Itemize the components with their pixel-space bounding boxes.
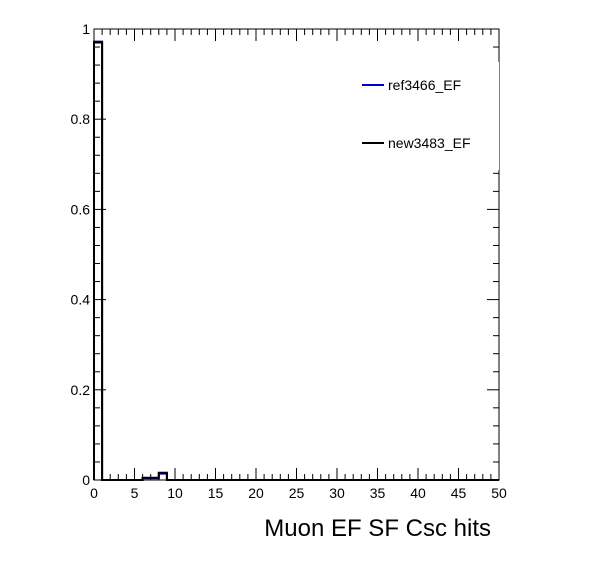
x-tick-label: 5 <box>131 485 139 501</box>
x-tick-label: 15 <box>208 485 224 501</box>
y-tick-label: 0.6 <box>71 201 91 217</box>
x-tick-label: 50 <box>491 485 507 501</box>
x-axis-title: Muon EF SF Csc hits <box>264 515 491 542</box>
x-tick-label: 10 <box>167 485 183 501</box>
series-layer <box>93 40 499 481</box>
x-tick-label: 40 <box>410 485 426 501</box>
x-tick-label: 45 <box>451 485 467 501</box>
x-tick-label: 0 <box>90 485 98 501</box>
series-new3483_EF <box>93 41 499 481</box>
legend-box <box>357 62 499 170</box>
y-tick-label: 0.2 <box>71 382 91 398</box>
y-tick-label: 0 <box>82 472 90 488</box>
legend-label-new3483: new3483_EF <box>388 135 471 151</box>
x-tick-label: 30 <box>329 485 345 501</box>
x-tick-label: 20 <box>248 485 264 501</box>
legend-label-ref3466: ref3466_EF <box>388 77 461 93</box>
y-tick-label: 1 <box>82 21 90 37</box>
y-tick-label: 0.8 <box>71 111 91 127</box>
y-tick-label: 0.4 <box>71 292 91 308</box>
legend: ref3466_EF new3483_EF <box>357 62 499 170</box>
x-tick-label: 25 <box>289 485 305 501</box>
x-tick-label: 35 <box>370 485 386 501</box>
